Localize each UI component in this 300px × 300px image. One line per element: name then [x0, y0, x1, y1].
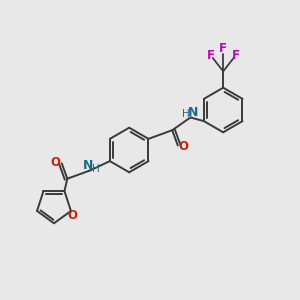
Text: O: O [178, 140, 188, 153]
Text: F: F [232, 49, 240, 62]
Text: H: H [182, 110, 190, 119]
Text: O: O [51, 156, 61, 169]
Text: F: F [206, 49, 214, 62]
Text: O: O [67, 208, 77, 222]
Text: F: F [219, 42, 227, 55]
Text: N: N [188, 106, 198, 119]
Text: H: H [92, 164, 100, 174]
Text: N: N [83, 159, 93, 172]
